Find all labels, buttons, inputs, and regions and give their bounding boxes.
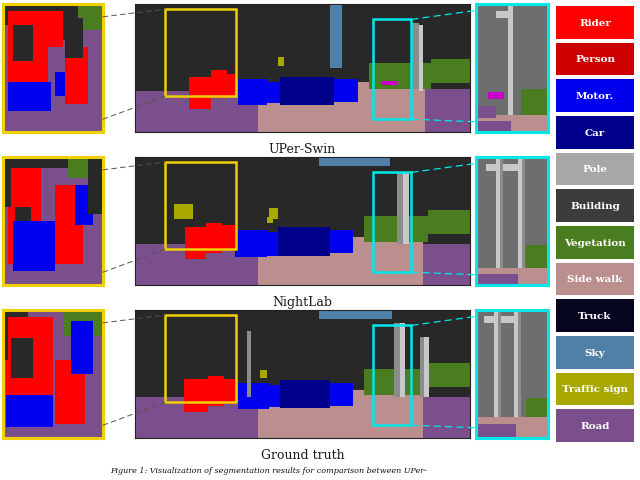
Bar: [373, 173, 412, 273]
Text: UPer-Swin: UPer-Swin: [269, 143, 336, 156]
Text: Sky: Sky: [585, 348, 605, 357]
Text: Ground truth: Ground truth: [260, 448, 344, 461]
Text: Vegetation: Vegetation: [564, 239, 626, 247]
Bar: [165, 163, 236, 250]
Text: Building: Building: [570, 202, 620, 211]
Text: Side walk: Side walk: [568, 275, 623, 284]
Bar: [373, 326, 412, 425]
Text: Figure 1: Visualization of segmentation results for comparison between UPer-: Figure 1: Visualization of segmentation …: [110, 466, 428, 474]
Text: Person: Person: [575, 55, 615, 64]
Bar: [165, 315, 236, 402]
Bar: [373, 20, 412, 120]
Text: Traffic sign: Traffic sign: [562, 384, 628, 394]
Text: Truck: Truck: [579, 312, 612, 321]
Text: Car: Car: [585, 129, 605, 138]
Bar: [165, 10, 236, 97]
Text: Pole: Pole: [582, 165, 607, 174]
Text: Motor.: Motor.: [576, 92, 614, 101]
Text: Road: Road: [580, 421, 610, 430]
Text: NightLab: NightLab: [273, 296, 333, 309]
Text: Rider: Rider: [579, 19, 611, 28]
